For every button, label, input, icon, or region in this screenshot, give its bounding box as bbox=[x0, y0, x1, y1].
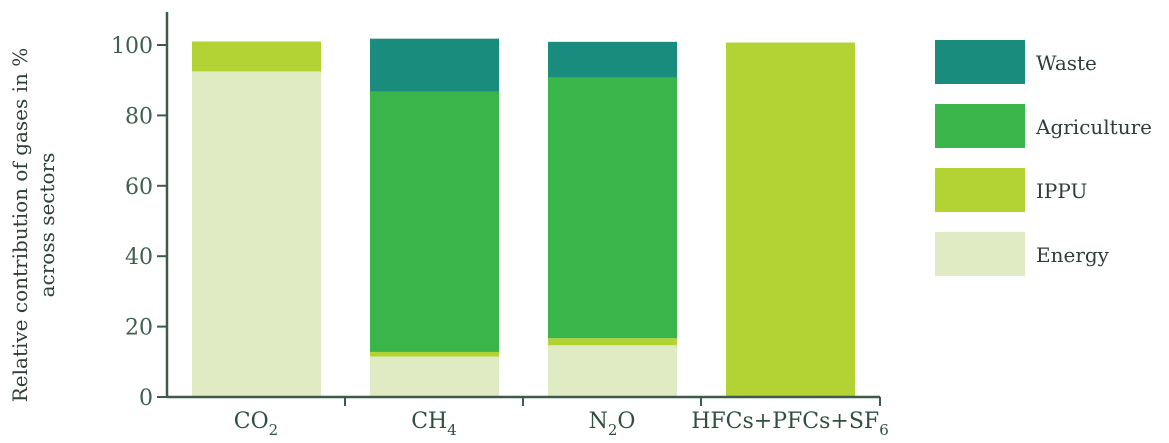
legend-swatch-waste bbox=[935, 40, 1025, 84]
legend-swatch-ippu bbox=[935, 168, 1025, 212]
y-tick-label-1: 20 bbox=[125, 316, 153, 341]
legend: Waste Agriculture IPPU Energy bbox=[935, 40, 1152, 276]
legend-label-waste: Waste bbox=[1036, 51, 1097, 75]
bar-waste-2 bbox=[548, 41, 677, 78]
y-tick-label-3: 60 bbox=[125, 175, 153, 200]
bar-agriculture-1 bbox=[370, 91, 499, 352]
bar-agriculture-2 bbox=[548, 77, 677, 339]
y-tick-label-0: 0 bbox=[139, 386, 153, 411]
bar-ippu-1 bbox=[370, 351, 499, 357]
y-tick-label-5: 100 bbox=[111, 34, 153, 59]
y-tick-label-4: 80 bbox=[125, 104, 153, 129]
legend-label-ippu: IPPU bbox=[1036, 179, 1087, 203]
bar-energy-1 bbox=[370, 356, 499, 397]
axes-layer bbox=[157, 12, 881, 406]
x-category-label-2: N2O bbox=[589, 409, 636, 439]
x-category-label-3: HFCs+PFCs+SF6 bbox=[691, 409, 889, 439]
bar-ippu-3 bbox=[726, 42, 855, 397]
labels-layer: 0 20 40 60 80 100 CO2 CH4 N2O HFCs+PFCs+SF6 bbox=[111, 34, 889, 439]
bar-ippu-0 bbox=[192, 41, 321, 72]
y-axis-title-line1: Relative contribution of gases in % bbox=[8, 48, 32, 403]
bar-energy-0 bbox=[192, 71, 321, 398]
legend-swatch-energy bbox=[935, 232, 1025, 276]
legend-label-energy: Energy bbox=[1036, 243, 1110, 267]
legend-swatch-agriculture bbox=[935, 104, 1025, 148]
x-category-label-0: CO2 bbox=[234, 409, 278, 439]
bar-ippu-2 bbox=[548, 338, 677, 346]
bars-layer bbox=[192, 38, 855, 398]
y-axis-title: Relative contribution of gases in % acro… bbox=[8, 48, 59, 403]
legend-label-agriculture: Agriculture bbox=[1035, 115, 1152, 139]
y-axis-title-line2: across sectors bbox=[35, 153, 59, 298]
x-category-label-1: CH4 bbox=[411, 409, 457, 439]
bar-waste-1 bbox=[370, 38, 499, 92]
bar-energy-2 bbox=[548, 345, 677, 397]
y-tick-label-2: 40 bbox=[125, 245, 153, 270]
